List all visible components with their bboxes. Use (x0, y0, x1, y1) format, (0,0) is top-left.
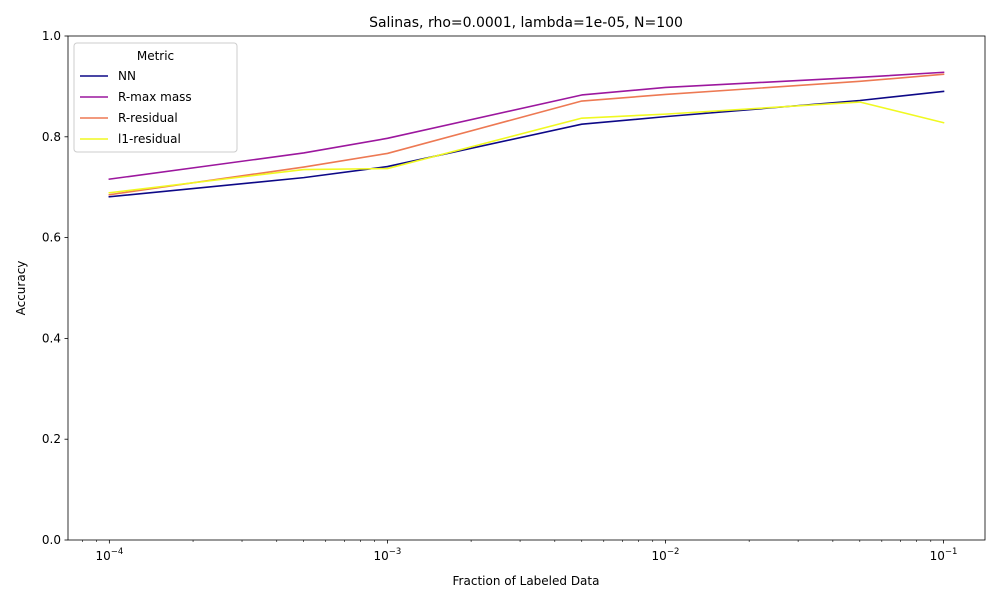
series-line (108, 90, 945, 198)
x-tick-label: 10−2 (652, 547, 680, 563)
x-tick-exponent: −1 (945, 547, 958, 557)
y-axis: 0.0 0.2 0.4 0.6 0.8 1.0 (42, 29, 68, 547)
series-line (108, 101, 945, 194)
x-tick-base: 10 (652, 549, 667, 563)
y-tick-label: 1.0 (42, 29, 61, 43)
x-tick-label: 10−4 (95, 547, 123, 563)
x-axis-label: Fraction of Labeled Data (453, 574, 600, 588)
y-tick-label: 0.6 (42, 231, 61, 245)
legend-label: R-max mass (118, 90, 192, 104)
legend-title: Metric (137, 49, 174, 63)
y-tick-label: 0.4 (42, 331, 61, 345)
y-tick-label: 0.0 (42, 533, 61, 547)
legend-box (73, 42, 238, 153)
y-tick-label: 0.8 (42, 130, 61, 144)
y-tick-label: 0.2 (42, 432, 61, 446)
x-axis: 10−4 10−3 10−2 10−1 (82, 540, 957, 563)
series-line (108, 71, 945, 181)
x-tick-exponent: −3 (389, 547, 402, 557)
x-tick-base: 10 (374, 549, 389, 563)
legend-label: l1-residual (118, 132, 181, 146)
legend-label: NN (118, 69, 136, 83)
series-line (108, 73, 945, 196)
x-tick-base: 10 (95, 549, 110, 563)
x-tick-exponent: −2 (667, 547, 680, 557)
x-tick-exponent: −4 (111, 547, 124, 557)
chart-title: Salinas, rho=0.0001, lambda=1e-05, N=100 (369, 15, 683, 31)
y-axis-label: Accuracy (14, 261, 28, 316)
x-tick-label: 10−3 (374, 547, 402, 563)
x-tick-label: 10−1 (930, 547, 958, 563)
series-lines (108, 71, 945, 198)
legend-label: R-residual (118, 111, 178, 125)
plot-frame (67, 35, 986, 541)
x-tick-base: 10 (930, 549, 945, 563)
